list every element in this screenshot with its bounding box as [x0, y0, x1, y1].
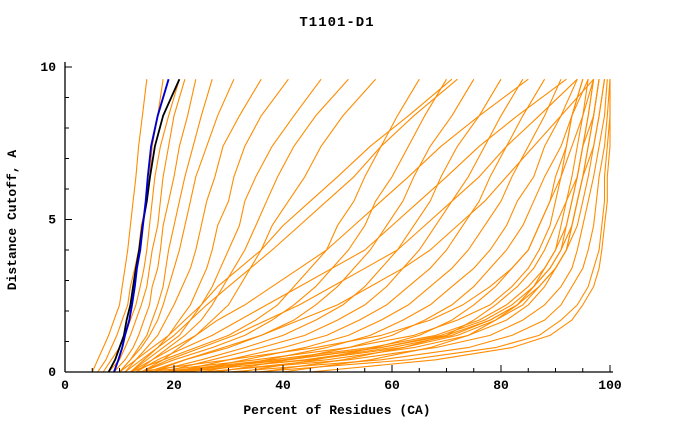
x-tick-label: 20: [166, 378, 182, 393]
x-tick-label: 0: [61, 378, 69, 393]
plot-title: T1101-D1: [299, 15, 374, 31]
x-tick-label: 60: [384, 378, 400, 393]
curve-model-08: [124, 78, 262, 373]
curve-model-26: [201, 79, 608, 373]
curve-model-16: [152, 78, 502, 373]
curve-model-18: [173, 78, 546, 373]
curve-model-30: [310, 79, 611, 373]
curve-model-blue: [113, 78, 170, 373]
curve-model-29: [163, 79, 606, 373]
curve-model-11: [135, 78, 349, 373]
curve-model-33: [135, 78, 567, 373]
x-tick-label: 40: [275, 378, 291, 393]
curve-model-23: [261, 79, 600, 373]
y-tick-label: 0: [48, 365, 56, 380]
x-tick-label: 100: [598, 378, 622, 393]
curve-model-40: [206, 79, 600, 373]
curve-model-14: [141, 78, 447, 373]
x-axis-label: Percent of Residues (CA): [243, 403, 430, 418]
curve-model-28: [255, 79, 611, 373]
curve-model-36: [152, 78, 595, 373]
curve-model-34: [119, 78, 453, 373]
curve-model-32: [130, 78, 529, 373]
curve-model-05: [113, 79, 197, 373]
curve-model-27: [228, 79, 611, 373]
curve-model-04: [108, 79, 186, 373]
curve-model-09: [130, 78, 289, 373]
curve-model-07: [119, 78, 235, 373]
curve-model-02: [97, 79, 164, 373]
curve-model-20: [201, 78, 578, 373]
curve-model-21: [217, 78, 589, 373]
y-tick-label: 10: [40, 60, 56, 75]
curve-model-38: [157, 79, 589, 373]
curve-model-41: [135, 79, 584, 373]
curve-model-10: [130, 78, 322, 373]
curve-model-35: [141, 78, 578, 373]
curve-model-42: [168, 79, 595, 373]
curve-model-31: [124, 78, 458, 373]
y-tick-label: 5: [48, 213, 56, 228]
curve-model-37: [146, 79, 584, 373]
curve-model-01: [91, 79, 148, 373]
plot-layer: 0 20 40 60 80 100 0 5 10: [40, 60, 622, 393]
curve-model-13: [130, 78, 420, 373]
curve-model-black: [107, 78, 181, 373]
curve-model-19: [184, 78, 562, 373]
curve-model-39: [184, 79, 595, 373]
curve-model-15: [146, 78, 475, 373]
curve-model-06: [119, 79, 213, 373]
curve-model-24: [282, 79, 606, 373]
y-axis-label: Distance Cutoff, A: [5, 150, 20, 291]
x-tick-label: 80: [493, 378, 509, 393]
